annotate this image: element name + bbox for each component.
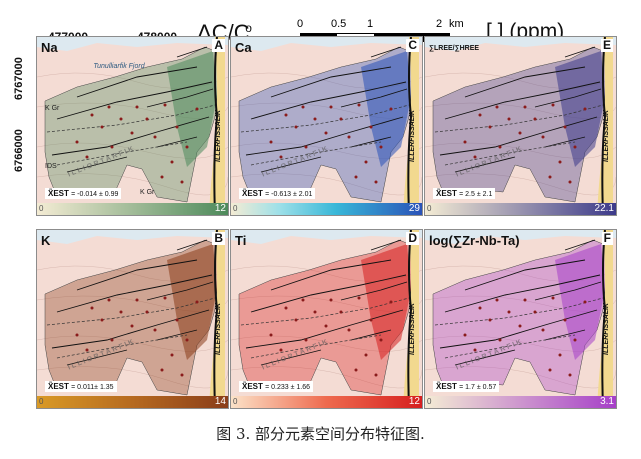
- color-scale-bar: 0 12: [231, 396, 422, 408]
- map-panel-na: Na A ILLERFISSALIK ILLIORTARFIK Tunulliarfik…: [36, 36, 229, 216]
- anomaly-highlight: [555, 51, 605, 167]
- illerfissalik-label: ILLERFISSALIK: [409, 109, 416, 162]
- color-scale-max: 3.1: [600, 396, 614, 407]
- panel-statistic: X̃EST = -0.613 ± 2.01: [239, 188, 316, 199]
- color-scale-min: 0: [39, 204, 44, 213]
- color-scale-min: 0: [233, 204, 238, 213]
- color-scale-max: 12: [214, 203, 226, 214]
- color-scale-min: 0: [39, 397, 44, 406]
- kgr-label-1: K Gr: [45, 105, 60, 112]
- anomaly-highlight: [555, 244, 605, 360]
- color-scale-max: 22.1: [594, 203, 614, 214]
- panel-letter: A: [212, 38, 225, 52]
- panel-letter: E: [600, 38, 613, 52]
- panel-element-label: K: [41, 233, 51, 248]
- map-graphic: [231, 230, 422, 408]
- illerfissalik-label: ILLERFISSALIK: [215, 109, 222, 162]
- scale-tick-0: 0: [297, 18, 304, 30]
- color-scale-bar: 0 3.1: [425, 396, 616, 408]
- color-scale-bar: 0 29: [231, 203, 422, 215]
- color-scale-bar: 0 12: [37, 203, 228, 215]
- color-scale-max: 14: [214, 396, 226, 407]
- y-coord-1: 6767000: [13, 57, 25, 100]
- panel-element-label: Na: [41, 40, 58, 55]
- illerfissalik-label: ILLERFISSALIK: [603, 109, 610, 162]
- panel-statistic: X̃EST = 0.011± 1.35: [45, 381, 117, 392]
- panel-element-label: ∑LREE/∑HREE: [429, 45, 480, 52]
- panel-statistic: X̃EST = 2.5 ± 2.1: [433, 188, 496, 199]
- panel-letter: D: [406, 231, 419, 245]
- map-panel-zr: log(∑Zr-Nb-Ta) F ILLERFISSALIK ILLIORTARFIK…: [424, 229, 617, 409]
- panel-element-label: Ti: [235, 233, 247, 248]
- illerfissalik-label: ILLERFISSALIK: [409, 302, 416, 355]
- color-scale-min: 0: [233, 397, 238, 406]
- illerfissalik-label: ILLERFISSALIK: [603, 302, 610, 355]
- y-coord-2: 6766000: [13, 129, 25, 172]
- panel-element-label: Ca: [235, 40, 252, 55]
- color-scale-bar: 0 14: [37, 396, 228, 408]
- color-scale-bar: 0 22.1: [425, 203, 616, 215]
- scale-tick-05: 0.5: [331, 18, 347, 30]
- map-graphic: [37, 230, 228, 408]
- anomaly-highlight: [167, 244, 217, 360]
- fjord-label: Tunulliarfik Fjord: [93, 63, 145, 70]
- panel-letter: C: [406, 38, 419, 52]
- panel-letter: F: [601, 231, 613, 245]
- map-graphic: [425, 37, 616, 215]
- ids-label: IDS: [45, 163, 57, 170]
- panel-statistic: X̃EST = -0.014 ± 0.99: [45, 188, 122, 199]
- scale-tick-1: 1: [367, 18, 374, 30]
- color-scale-min: 0: [427, 397, 432, 406]
- panel-statistic: X̃EST = 1.7 ± 0.57: [433, 381, 500, 392]
- anomaly-highlight: [361, 51, 411, 167]
- anomaly-highlight: [361, 244, 411, 360]
- scale-tick-2: 2: [436, 18, 443, 30]
- illerfissalik-label: ILLERFISSALIK: [215, 302, 222, 355]
- panel-letter: B: [212, 231, 225, 245]
- anomaly-highlight: [167, 51, 217, 167]
- color-scale-max: 12: [408, 396, 420, 407]
- panel-element-label: log(∑Zr-Nb-Ta): [429, 233, 520, 248]
- figure-caption: 图 3. 部分元素空间分布特征图.: [216, 425, 425, 443]
- map-graphic: [231, 37, 422, 215]
- map-panel-ti: Ti D ILLERFISSALIK ILLIORTARFIK X̃EST = 0.23…: [230, 229, 423, 409]
- kgr-label-2: K Gr: [140, 189, 155, 196]
- map-panel-k: K B ILLERFISSALIK ILLIORTARFIK X̃EST = 0.011…: [36, 229, 229, 409]
- panel-statistic: X̃EST = 0.233 ± 1.66: [239, 381, 314, 392]
- color-scale-min: 0: [427, 204, 432, 213]
- map-panel-ca: Ca C ILLERFISSALIK ILLIORTARFIK X̃EST = -0.6…: [230, 36, 423, 216]
- map-panel-ree: ∑LREE/∑HREE E ILLERFISSALIK ILLIORTARFIK X̃E…: [424, 36, 617, 216]
- color-scale-max: 29: [408, 203, 420, 214]
- scale-unit: km: [449, 18, 464, 30]
